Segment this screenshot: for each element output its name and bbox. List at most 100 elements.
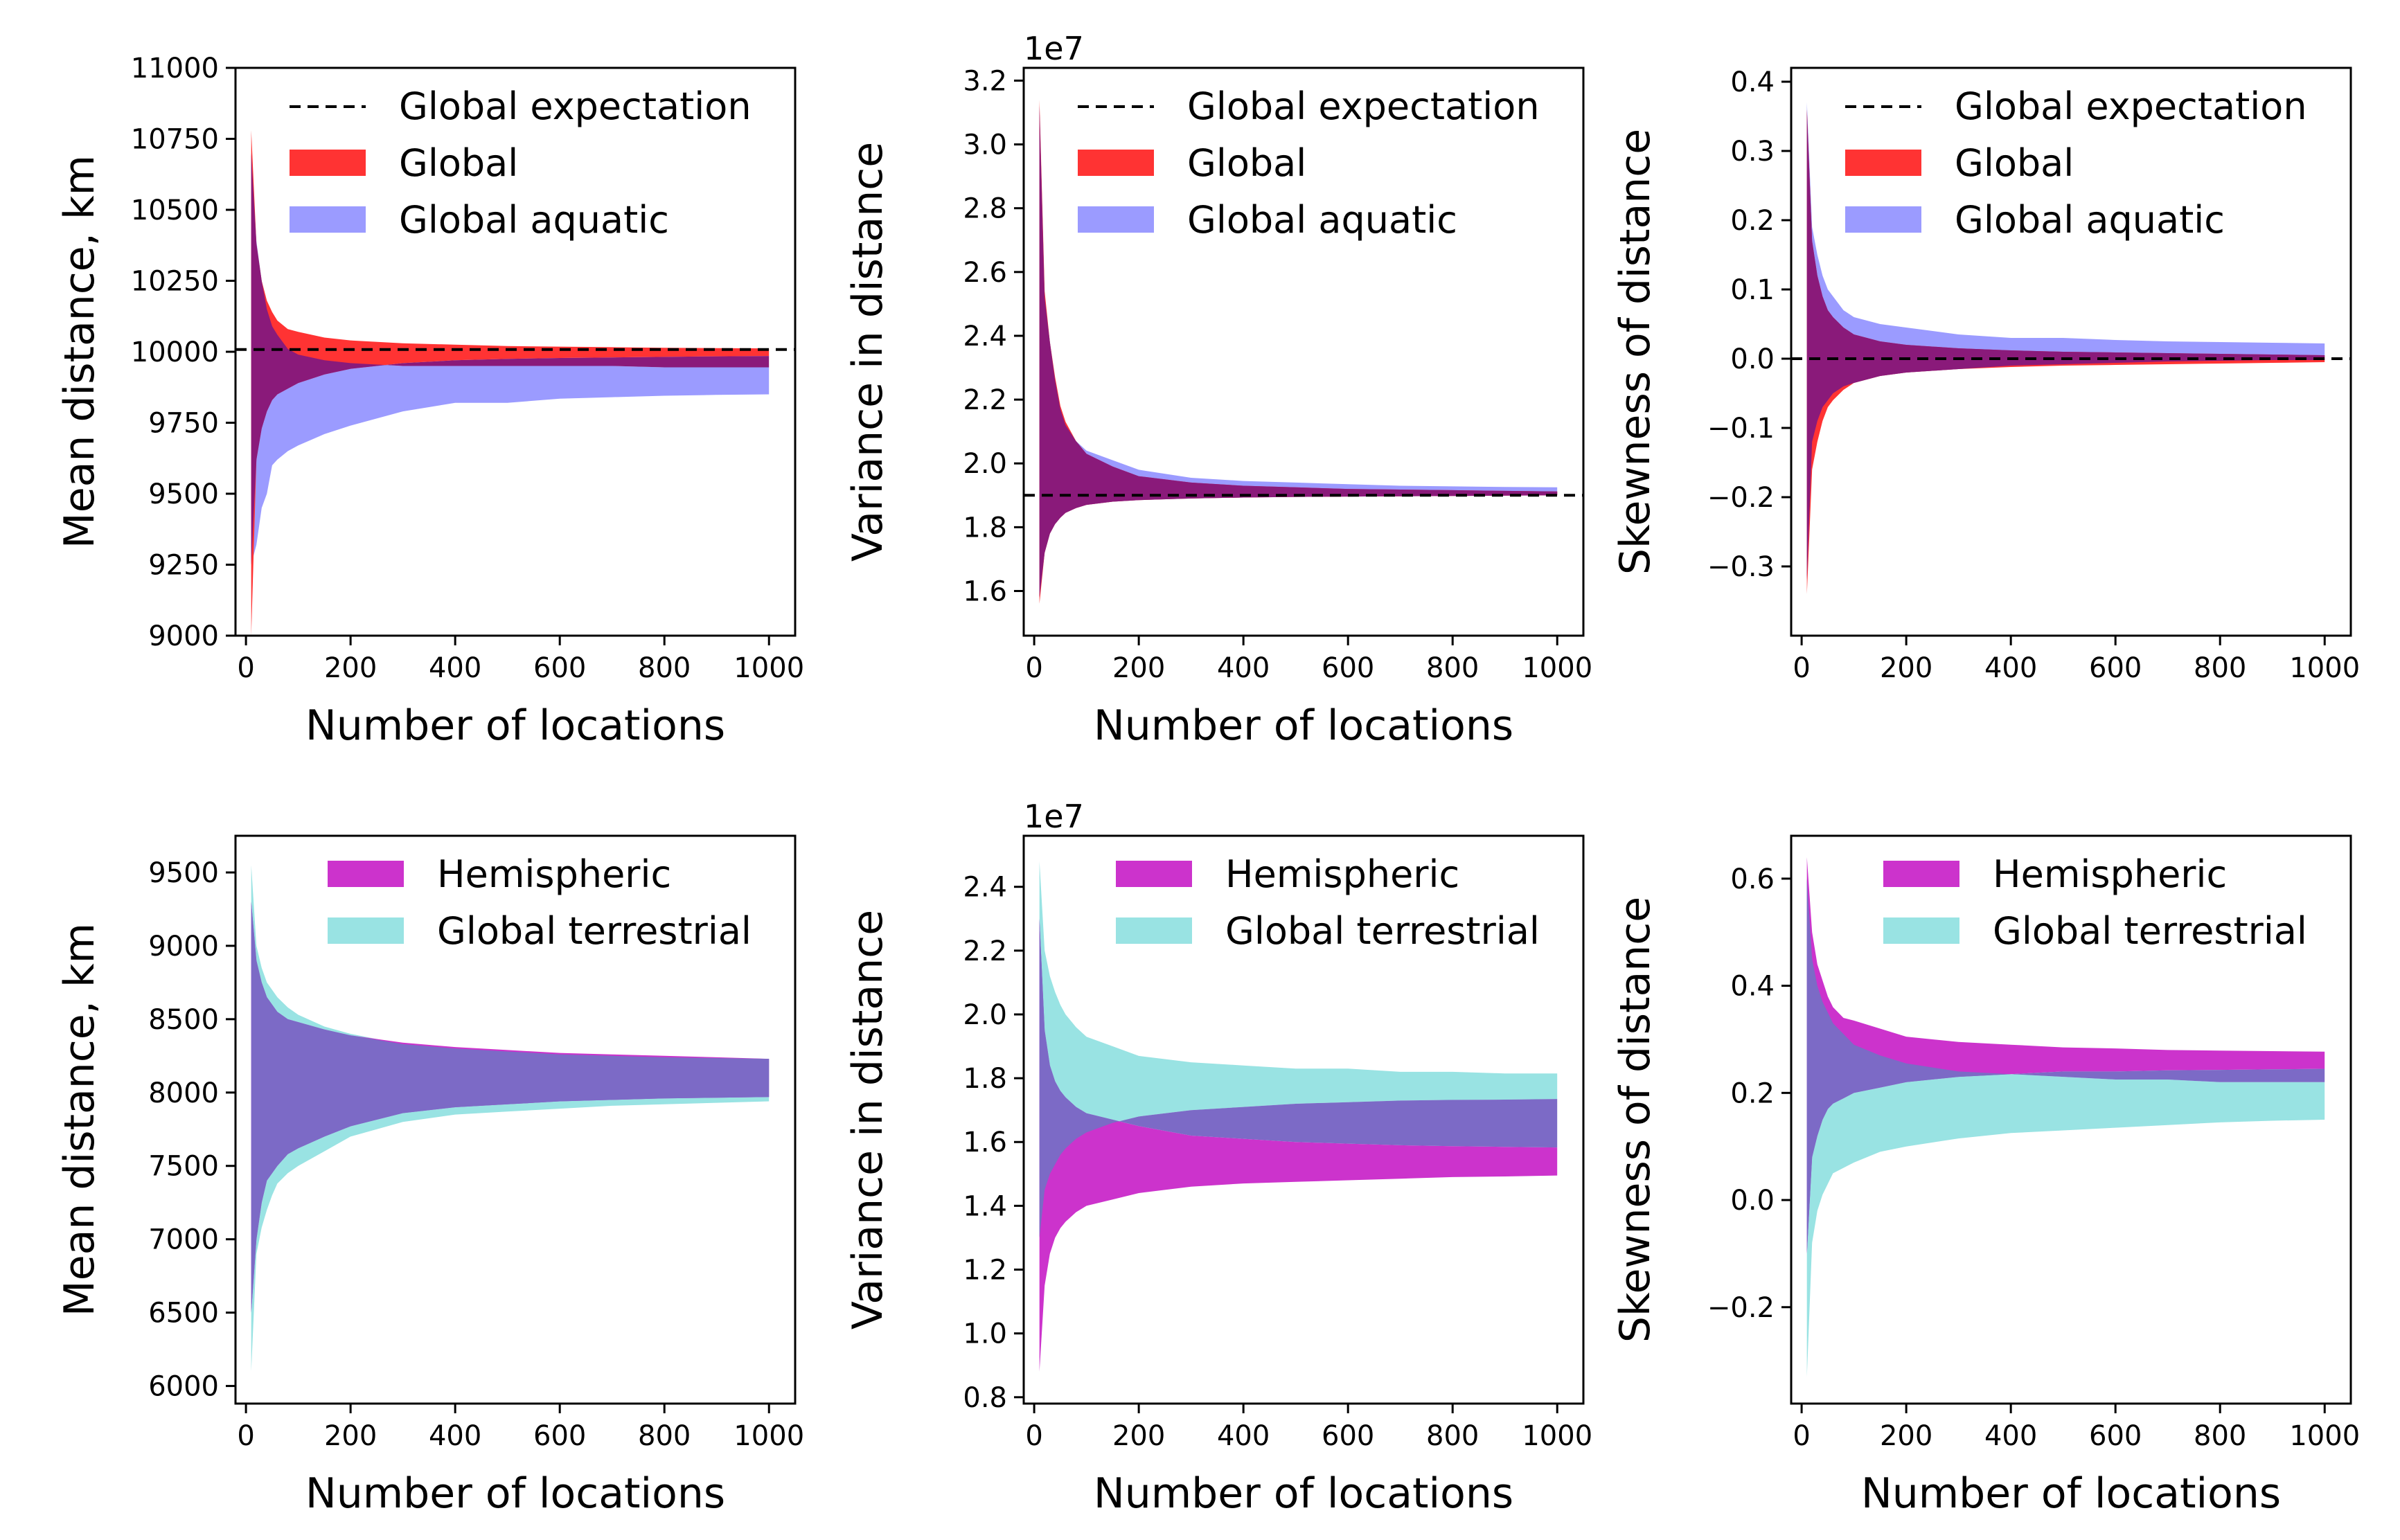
x-tick-label: 400: [1217, 1420, 1270, 1452]
plot-area: [1039, 861, 1558, 1372]
y-tick-label: 0.2: [1730, 205, 1775, 237]
legend-label: Global aquatic: [1955, 198, 2225, 242]
y-axis-label: Skewness of distance: [1611, 129, 1660, 575]
y-tick-label: 2.2: [963, 384, 1007, 416]
legend-label: Global: [399, 141, 518, 185]
y-tick-label: 1.6: [963, 576, 1007, 608]
legend-swatch-hemispheric: [1883, 861, 1959, 887]
legend-label: Global terrestrial: [1225, 909, 1540, 953]
x-axis-label: Number of locations: [305, 701, 725, 750]
y-axis-label: Variance in distance: [844, 910, 892, 1329]
x-tick-label: 600: [533, 1420, 586, 1452]
x-tick-label: 800: [638, 652, 691, 684]
y-tick-label: 10000: [131, 337, 219, 368]
band-global-aquatic: [1039, 106, 1558, 598]
x-tick-label: 400: [1984, 1420, 2037, 1452]
legend: Hemispheric Global terrestrial: [1116, 852, 1540, 953]
x-tick-label: 800: [1426, 652, 1479, 684]
y-tick-label: 1.8: [963, 1063, 1007, 1095]
y-tick-label: 7000: [148, 1224, 219, 1256]
y-tick-label: −0.2: [1707, 482, 1775, 514]
x-tick-label: 0: [1793, 1420, 1810, 1452]
y-tick-label: 1.8: [963, 512, 1007, 544]
y-tick-label: 1.6: [963, 1127, 1007, 1158]
x-tick-label: 0: [237, 1420, 254, 1452]
x-tick-label: 200: [1880, 1420, 1932, 1452]
legend-label: Global terrestrial: [1993, 909, 2307, 953]
x-tick-label: 1000: [2289, 652, 2360, 684]
x-tick-label: 0: [237, 652, 254, 684]
legend-label: Hemispheric: [1225, 852, 1459, 896]
band-overlap: [251, 153, 770, 565]
y-tick-label: 9250: [148, 550, 219, 582]
x-tick-label: 1000: [2289, 1420, 2360, 1452]
legend: Global expectation Global Global aquatic: [1845, 84, 2307, 242]
y-tick-label: 2.0: [963, 999, 1007, 1031]
x-tick-label: 800: [1426, 1420, 1479, 1452]
y-tick-label: 2.4: [963, 872, 1007, 904]
band-global-aquatic: [1806, 102, 2325, 580]
y-tick-label: 10250: [131, 266, 219, 298]
legend-swatch-hemispheric: [328, 861, 404, 887]
legend-label: Hemispheric: [437, 852, 671, 896]
y-tick-label: 0.6: [1730, 863, 1775, 895]
y-axis-label: Mean distance, km: [55, 923, 104, 1316]
plot-area: [1024, 100, 1583, 604]
y-tick-label: −0.3: [1707, 551, 1775, 583]
y-tick-label: 1.0: [963, 1318, 1007, 1350]
y-tick-label: 0.0: [1730, 343, 1775, 375]
x-tick-label: 200: [1112, 1420, 1165, 1452]
plot-area: [1791, 102, 2351, 594]
y-tick-label: −0.2: [1707, 1292, 1775, 1324]
y-tick-label: 9500: [148, 857, 219, 889]
y-tick-label: 0.8: [963, 1382, 1007, 1414]
x-tick-label: 800: [638, 1420, 691, 1452]
x-tick-label: 0: [1025, 652, 1042, 684]
legend-swatch-global-terrestrial: [1883, 917, 1959, 944]
y-tick-label: 6500: [148, 1298, 219, 1329]
legend-label: Global: [1187, 141, 1306, 185]
x-tick-label: 1000: [1522, 652, 1592, 684]
y-axis-label: Mean distance, km: [55, 155, 104, 548]
legend-label: Global aquatic: [1187, 198, 1457, 242]
x-tick-label: 1000: [1522, 1420, 1592, 1452]
y-tick-label: −0.1: [1707, 413, 1775, 445]
x-tick-label: 600: [2089, 652, 2142, 684]
y-tick-label: 11000: [131, 53, 219, 84]
axes-frame: [1022, 66, 1585, 637]
legend-label: Global aquatic: [399, 198, 669, 242]
legend-label: Global expectation: [1187, 84, 1540, 128]
x-axis-label: Number of locations: [1861, 1469, 2281, 1518]
y-tick-label: 7500: [148, 1151, 219, 1183]
legend-label: Global expectation: [399, 84, 752, 128]
axis-offset-text: 1e7: [1024, 798, 1084, 835]
legend-swatch-global-aquatic: [1845, 206, 1921, 233]
y-tick-label: 8500: [148, 1004, 219, 1036]
x-tick-label: 600: [1322, 1420, 1374, 1452]
y-tick-label: 9000: [148, 620, 219, 652]
y-tick-label: 2.2: [963, 935, 1007, 967]
axes-frame: [1790, 834, 2352, 1405]
x-tick-label: 0: [1025, 1420, 1042, 1452]
band-overlap: [251, 902, 770, 1313]
y-tick-label: 0.1: [1730, 274, 1775, 306]
band-hemispheric: [1806, 857, 2325, 1254]
y-tick-label: 10750: [131, 124, 219, 156]
x-tick-label: 0: [1793, 652, 1810, 684]
y-axis-label: Skewness of distance: [1611, 897, 1660, 1343]
y-tick-label: 9000: [148, 931, 219, 962]
y-tick-label: 3.0: [963, 129, 1007, 161]
chart-panel-4: 0 200 400 600 800 1000 6000 6500 7000 7500 8000 850…: [55, 834, 804, 1518]
chart-panel-5: 0 200 400 600 800 1000 0.8 1.0 1.2 1.4 1.6 1.8 2.0 2.…: [844, 798, 1592, 1518]
x-axis-label: Number of locations: [1094, 1469, 1513, 1518]
legend-swatch-global-aquatic: [290, 206, 366, 233]
axes-frame: [1790, 66, 2352, 637]
x-tick-label: 200: [1880, 652, 1932, 684]
legend-swatch-global-terrestrial: [1116, 917, 1192, 944]
legend-swatch-global-aquatic: [1078, 206, 1154, 233]
plot-area: [235, 130, 795, 636]
legend-label: Global: [1955, 141, 2074, 185]
y-tick-label: 0.3: [1730, 136, 1775, 168]
x-axis-label: Number of locations: [1094, 701, 1513, 750]
